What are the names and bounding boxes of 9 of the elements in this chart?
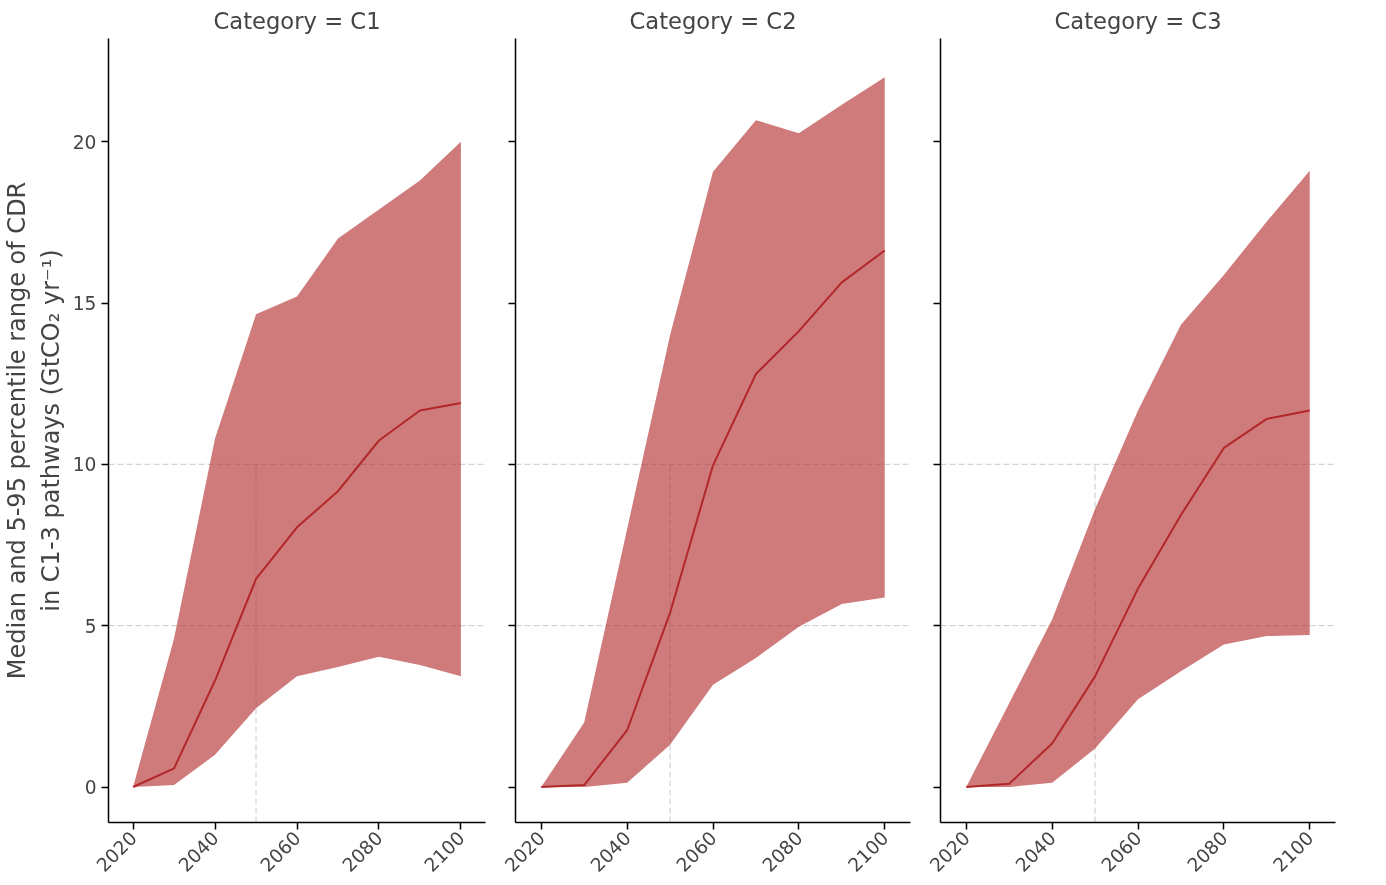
y-tick-label: 0: [84, 777, 97, 799]
y-axis-title: Median and 5-95 percentile range of CDR in C1-3 pathways (GtCO₂ yr⁻¹): [3, 181, 65, 680]
chart-title: Category = C3: [1054, 7, 1222, 34]
y-tick-label: 10: [72, 454, 97, 476]
chart-title: Category = C2: [629, 7, 797, 34]
y-tick-label: 15: [72, 293, 97, 315]
y-tick-label: 20: [72, 131, 97, 153]
y-tick-label: 5: [84, 615, 97, 637]
chart-title: Category = C1: [213, 7, 381, 34]
